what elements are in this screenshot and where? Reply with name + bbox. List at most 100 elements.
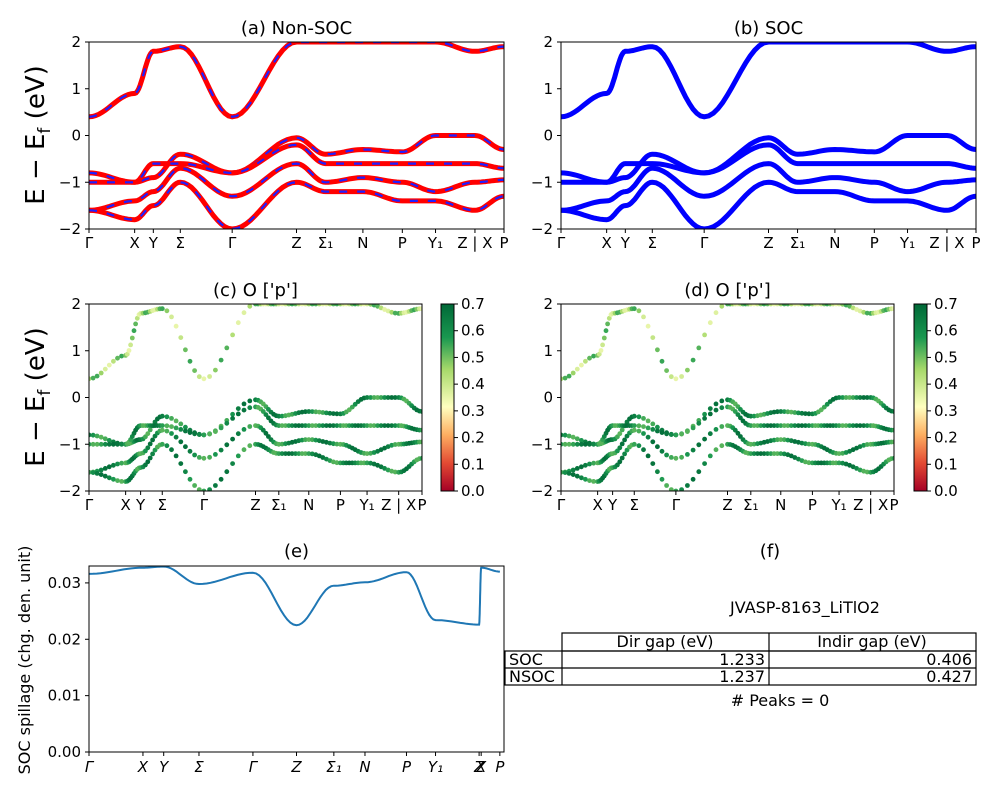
- projection-point: [843, 423, 849, 428]
- x-tick-label: Γ: [200, 496, 209, 514]
- y-tick-label: −1: [59, 435, 81, 453]
- panel-title: (c) O ['p']: [213, 280, 298, 301]
- projection-point: [775, 437, 780, 443]
- panel-title: (e): [284, 541, 309, 562]
- projection-point: [574, 466, 580, 471]
- projection-point: [241, 310, 247, 316]
- projection-point: [382, 423, 387, 428]
- projection-point: [385, 467, 391, 473]
- projection-point: [857, 467, 863, 473]
- x-tick-label: Σ₁: [271, 496, 287, 514]
- projection-point: [803, 423, 808, 428]
- x-tick-label: X: [475, 758, 487, 776]
- projection-point: [334, 460, 340, 466]
- projection-point: [579, 438, 584, 443]
- x-tick-label: P: [499, 234, 508, 252]
- x-tick-label: Y₁: [899, 234, 915, 252]
- panel-title: (b) SOC: [734, 18, 803, 39]
- projection-point: [719, 398, 725, 404]
- projection-point: [289, 451, 295, 456]
- projection-point: [619, 455, 625, 461]
- projection-point: [707, 411, 713, 417]
- projection-point: [847, 423, 852, 428]
- x-tick-label: P: [870, 234, 879, 252]
- projection-point: [235, 431, 241, 437]
- x-tick-label: Σ: [176, 234, 185, 252]
- y-tick-label: 2: [71, 295, 81, 313]
- projection-point: [768, 451, 774, 456]
- projection-point: [169, 431, 174, 436]
- projection-point: [702, 436, 707, 442]
- projection-point: [778, 437, 784, 442]
- colorbar-tick-label: 0.6: [934, 322, 958, 340]
- projection-point: [150, 451, 156, 457]
- projection-point: [382, 395, 387, 400]
- projection-point: [320, 455, 326, 460]
- projection-point: [591, 460, 596, 466]
- projection-point: [334, 441, 340, 447]
- table-col-header: Dir gap (eV): [617, 632, 714, 651]
- projection-point: [591, 479, 596, 484]
- projection-point: [106, 464, 112, 470]
- projection-point: [690, 357, 696, 363]
- projection-point: [679, 374, 684, 379]
- x-tick-label: N: [303, 496, 314, 514]
- x-tick-label: Σ: [158, 496, 167, 514]
- projection-point: [279, 451, 285, 456]
- x-tick-label: P: [402, 758, 412, 776]
- projection-point: [247, 398, 253, 404]
- projection-point: [207, 431, 213, 437]
- projection-point: [685, 367, 690, 373]
- projection-point: [378, 423, 384, 428]
- projection-point: [668, 487, 674, 491]
- projection-point: [106, 475, 112, 481]
- x-tick-label: P: [417, 496, 426, 514]
- panel-f-title: (f): [760, 541, 780, 562]
- projection-point: [707, 431, 713, 437]
- projection-point: [771, 423, 777, 428]
- projection-point: [778, 451, 784, 456]
- projection-point: [320, 304, 326, 307]
- projection-point: [279, 423, 285, 428]
- projection-point: [247, 304, 253, 309]
- projection-point: [286, 451, 292, 456]
- projection-point: [241, 427, 247, 432]
- projection-point: [173, 434, 179, 440]
- x-tick-label: P: [889, 496, 898, 514]
- projection-point: [713, 427, 719, 432]
- projection-point: [192, 483, 198, 488]
- projection-point: [713, 447, 719, 453]
- projection-point: [850, 423, 856, 428]
- projection-point: [241, 401, 247, 407]
- projection-point: [385, 395, 391, 400]
- colorbar: [440, 303, 455, 492]
- x-tick-label: Y: [159, 758, 170, 776]
- projection-point: [713, 407, 719, 413]
- projection-point: [785, 423, 791, 428]
- projection-point: [659, 476, 665, 482]
- projection-point: [768, 423, 774, 428]
- projection-point: [857, 395, 863, 400]
- projection-point: [316, 423, 322, 428]
- projection-point: [385, 308, 391, 314]
- projection-point: [303, 451, 308, 456]
- x-tick-label: Γ: [85, 496, 94, 514]
- x-tick-label: Σ: [194, 758, 204, 776]
- projection-point: [306, 437, 312, 442]
- colorbar-tick-label: 0.7: [934, 295, 958, 313]
- projection-point: [636, 443, 642, 449]
- y-tick-label: 1: [71, 80, 81, 98]
- projection-point: [566, 441, 572, 447]
- projection-point: [788, 423, 794, 428]
- y-tick-label: 1: [543, 342, 553, 360]
- x-tick-label: Y₁: [358, 496, 374, 514]
- projection-point: [368, 395, 373, 400]
- projection-point: [600, 342, 605, 348]
- projection-point: [598, 348, 604, 353]
- projection-point: [664, 431, 669, 437]
- x-tick-label: Z | X: [457, 234, 492, 252]
- projection-point: [299, 451, 305, 456]
- projection-point: [364, 451, 370, 456]
- projection-point: [641, 447, 646, 453]
- projection-point: [368, 423, 373, 428]
